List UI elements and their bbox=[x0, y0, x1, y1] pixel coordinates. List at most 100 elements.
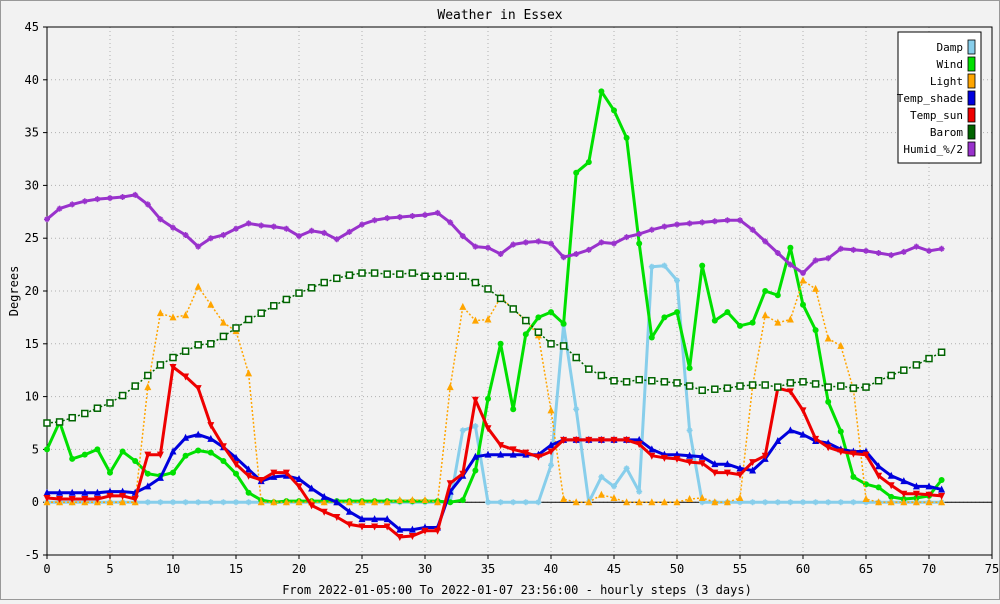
data-point bbox=[396, 496, 404, 504]
data-point bbox=[358, 515, 366, 523]
data-point bbox=[257, 309, 265, 317]
legend-swatch bbox=[967, 56, 976, 72]
data-point bbox=[459, 233, 466, 240]
data-point bbox=[736, 493, 744, 501]
data-point bbox=[446, 480, 454, 488]
data-point bbox=[182, 232, 189, 239]
data-point bbox=[648, 334, 655, 341]
data-point bbox=[736, 471, 744, 479]
data-point bbox=[648, 263, 655, 270]
data-point bbox=[270, 223, 277, 230]
data-point bbox=[270, 498, 278, 506]
data-point bbox=[106, 492, 114, 500]
data-point bbox=[471, 278, 480, 287]
data-point bbox=[699, 262, 706, 269]
legend-swatch bbox=[967, 141, 976, 157]
data-point bbox=[774, 383, 782, 391]
y-tick-label: 25 bbox=[25, 231, 39, 245]
data-point bbox=[837, 499, 844, 506]
data-point bbox=[925, 482, 933, 490]
data-point bbox=[434, 498, 442, 506]
data-point bbox=[686, 459, 694, 467]
data-point bbox=[509, 450, 517, 458]
x-tick-label: 5 bbox=[106, 562, 113, 576]
data-point bbox=[396, 214, 403, 221]
data-point bbox=[345, 498, 353, 506]
data-point bbox=[572, 498, 580, 506]
legend-label: Humid_%/2 bbox=[903, 143, 963, 156]
data-point bbox=[849, 450, 857, 458]
data-point bbox=[786, 379, 795, 387]
data-point bbox=[81, 409, 89, 418]
data-point bbox=[270, 469, 278, 477]
series-humid-2 bbox=[44, 191, 945, 277]
data-point bbox=[485, 244, 491, 251]
data-point bbox=[660, 454, 668, 462]
data-point bbox=[812, 499, 819, 506]
data-point bbox=[447, 499, 454, 506]
data-point bbox=[119, 448, 126, 455]
data-point bbox=[673, 379, 681, 387]
data-point bbox=[862, 383, 870, 391]
data-point bbox=[912, 361, 921, 369]
data-point bbox=[522, 316, 530, 325]
data-point bbox=[409, 213, 416, 220]
data-point bbox=[723, 384, 732, 392]
data-point bbox=[194, 430, 202, 438]
data-point bbox=[874, 377, 883, 385]
data-point bbox=[233, 225, 239, 232]
data-point bbox=[257, 477, 265, 485]
data-point bbox=[850, 473, 857, 480]
data-point bbox=[900, 366, 908, 374]
data-point bbox=[686, 220, 693, 227]
x-tick-label: 45 bbox=[607, 562, 621, 576]
data-point bbox=[686, 365, 693, 372]
data-point bbox=[824, 444, 832, 452]
data-point bbox=[333, 513, 341, 521]
data-point bbox=[585, 246, 592, 253]
data-point bbox=[345, 521, 353, 529]
data-point bbox=[636, 240, 643, 247]
data-point bbox=[913, 243, 920, 250]
x-tick-label: 10 bbox=[166, 562, 180, 576]
data-point bbox=[396, 270, 404, 278]
data-point bbox=[749, 459, 757, 467]
data-point bbox=[144, 383, 152, 391]
data-point bbox=[674, 277, 680, 284]
data-point bbox=[295, 483, 303, 491]
data-point bbox=[850, 246, 857, 253]
series-damp bbox=[44, 262, 945, 506]
data-point bbox=[421, 272, 429, 280]
data-point bbox=[761, 311, 769, 319]
data-point bbox=[863, 499, 869, 506]
data-point bbox=[245, 465, 253, 473]
data-point bbox=[144, 371, 152, 380]
data-point bbox=[749, 226, 756, 233]
data-point bbox=[699, 219, 706, 226]
data-point bbox=[548, 462, 554, 469]
data-point bbox=[257, 498, 265, 506]
data-point bbox=[573, 406, 580, 413]
data-point bbox=[800, 270, 806, 277]
legend-label: Barom bbox=[930, 126, 963, 139]
data-point bbox=[724, 309, 731, 316]
x-axis-ticks: 0 5 10 15 20 25 30 35 40 45 50 55 60 65 70 75 bbox=[43, 555, 999, 576]
data-point bbox=[194, 385, 202, 393]
data-point bbox=[762, 238, 769, 245]
data-point bbox=[547, 441, 555, 449]
data-point bbox=[597, 436, 605, 444]
data-point bbox=[636, 230, 643, 237]
y-tick-label: 20 bbox=[25, 284, 39, 298]
data-point bbox=[635, 375, 643, 384]
data-point bbox=[698, 460, 706, 468]
x-tick-label: 70 bbox=[922, 562, 936, 576]
data-point bbox=[485, 499, 491, 506]
data-point bbox=[233, 470, 239, 477]
data-point bbox=[107, 469, 113, 476]
data-point bbox=[837, 448, 845, 456]
series-wind bbox=[44, 88, 945, 506]
data-point bbox=[749, 319, 756, 326]
data-point bbox=[170, 499, 176, 506]
data-point bbox=[396, 525, 404, 533]
data-point bbox=[534, 453, 542, 461]
